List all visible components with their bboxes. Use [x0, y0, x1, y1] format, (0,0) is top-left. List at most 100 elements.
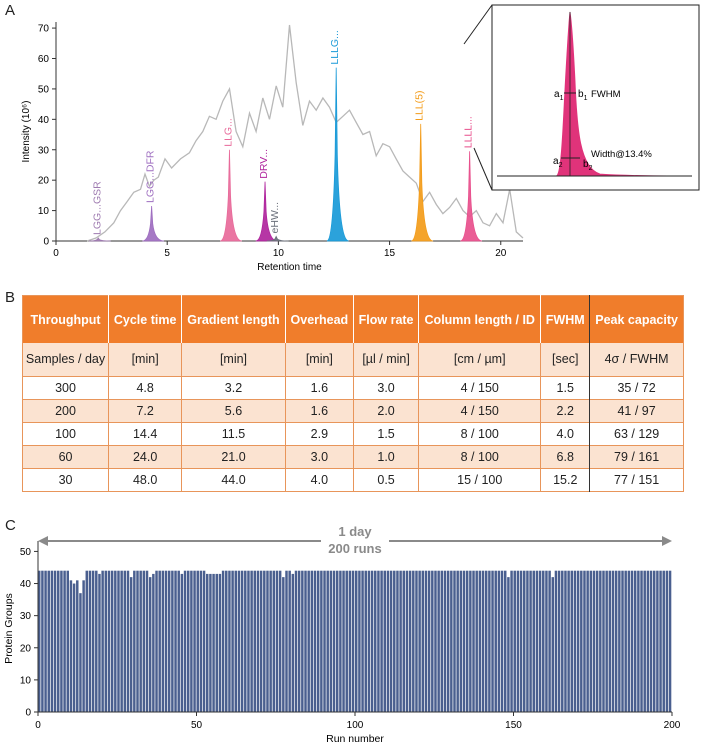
bar [548, 570, 551, 712]
bar [380, 570, 383, 712]
bar [50, 570, 54, 712]
column-header: Peak capacity [589, 295, 684, 343]
bar [523, 570, 526, 712]
bar [656, 570, 659, 712]
bar [79, 593, 82, 712]
bar [101, 570, 104, 712]
bar [95, 570, 98, 712]
table-cell: 7.2 [108, 399, 183, 423]
unit-cell: [cm / µm] [418, 343, 542, 377]
bar [339, 570, 342, 712]
bar [621, 570, 624, 712]
bar [358, 570, 361, 712]
panel-letter-a: A [5, 2, 16, 19]
bar [542, 570, 545, 712]
bar [599, 570, 602, 712]
peak-label: DRV... [258, 149, 270, 179]
bar [538, 570, 542, 712]
table-cell: 15 / 100 [418, 468, 542, 492]
bar [478, 570, 482, 712]
bar [237, 570, 241, 712]
table-cell: 14.4 [108, 422, 183, 446]
bar [370, 570, 374, 712]
peak [219, 149, 243, 242]
bar [557, 570, 561, 712]
bar [212, 573, 215, 712]
table-cell: 4.0 [285, 468, 354, 492]
bar [228, 570, 231, 712]
bar [326, 570, 329, 712]
tic-trace [86, 24, 524, 242]
bar [196, 570, 199, 712]
bar [351, 570, 355, 712]
bar [513, 570, 516, 712]
column-header: Flow rate [353, 295, 420, 343]
bar [307, 570, 310, 712]
bar [393, 570, 396, 712]
bar [256, 570, 260, 712]
table-cell: 0.5 [353, 468, 420, 492]
bar [44, 570, 47, 712]
bar [104, 570, 108, 712]
table-row: 200 7.2 5.6 1.6 2.0 4 / 150 2.2 41 / 97 [22, 399, 684, 423]
bar [570, 570, 574, 712]
bar [282, 577, 285, 712]
bar [225, 570, 228, 712]
bar [164, 570, 168, 712]
bar [332, 570, 336, 712]
x-axis-title: Retention time [257, 262, 322, 273]
bar [503, 570, 507, 712]
unit-cell: 4σ / FWHM [589, 343, 684, 377]
peak-label: LGG...GSR [91, 181, 103, 235]
bar [386, 570, 390, 712]
table-cell: 1.0 [353, 445, 420, 469]
bar [161, 570, 165, 712]
table-cell: 79 / 161 [589, 445, 684, 469]
table-cell: 3.2 [181, 376, 286, 400]
bar [60, 570, 63, 712]
peak [326, 67, 349, 242]
table-cell: 1.5 [540, 376, 591, 400]
bar [453, 570, 456, 712]
bar [133, 570, 136, 712]
table-cell: 4 / 150 [418, 376, 542, 400]
bar [412, 570, 415, 712]
bar [472, 570, 475, 712]
x-tick-label: 150 [505, 720, 522, 731]
bar [199, 570, 203, 712]
bar [618, 570, 621, 712]
table-cell: 63 / 129 [589, 422, 684, 446]
bar [240, 570, 244, 712]
unit-cell: [min] [181, 343, 286, 377]
bar [361, 570, 364, 712]
bar [183, 570, 187, 712]
bar [174, 570, 177, 712]
bar [288, 570, 291, 712]
peak [460, 151, 483, 242]
bar [488, 570, 491, 712]
bar [602, 570, 605, 712]
bar [66, 570, 69, 712]
bar [564, 570, 567, 712]
inset-peak-shape [555, 11, 691, 177]
y-axis-title: Intensity (10⁶) [21, 101, 32, 163]
bar [389, 570, 393, 712]
bar [408, 570, 412, 712]
table-cell: 77 / 151 [589, 468, 684, 492]
bar [668, 570, 672, 712]
bar [88, 570, 92, 712]
bar [342, 570, 345, 712]
table-cell: 8 / 100 [418, 422, 542, 446]
bar [114, 570, 117, 712]
inset-label-a2: a2 [553, 156, 563, 169]
bar [526, 570, 529, 712]
peak-label: LLLL... [463, 116, 475, 148]
bar [643, 570, 646, 712]
table-cell: 3.0 [285, 445, 354, 469]
bar [285, 570, 288, 712]
column-header: Column length / ID [418, 295, 542, 343]
bar [275, 570, 279, 712]
bar [355, 570, 358, 712]
inset-frame [491, 4, 700, 191]
bar [462, 570, 466, 712]
